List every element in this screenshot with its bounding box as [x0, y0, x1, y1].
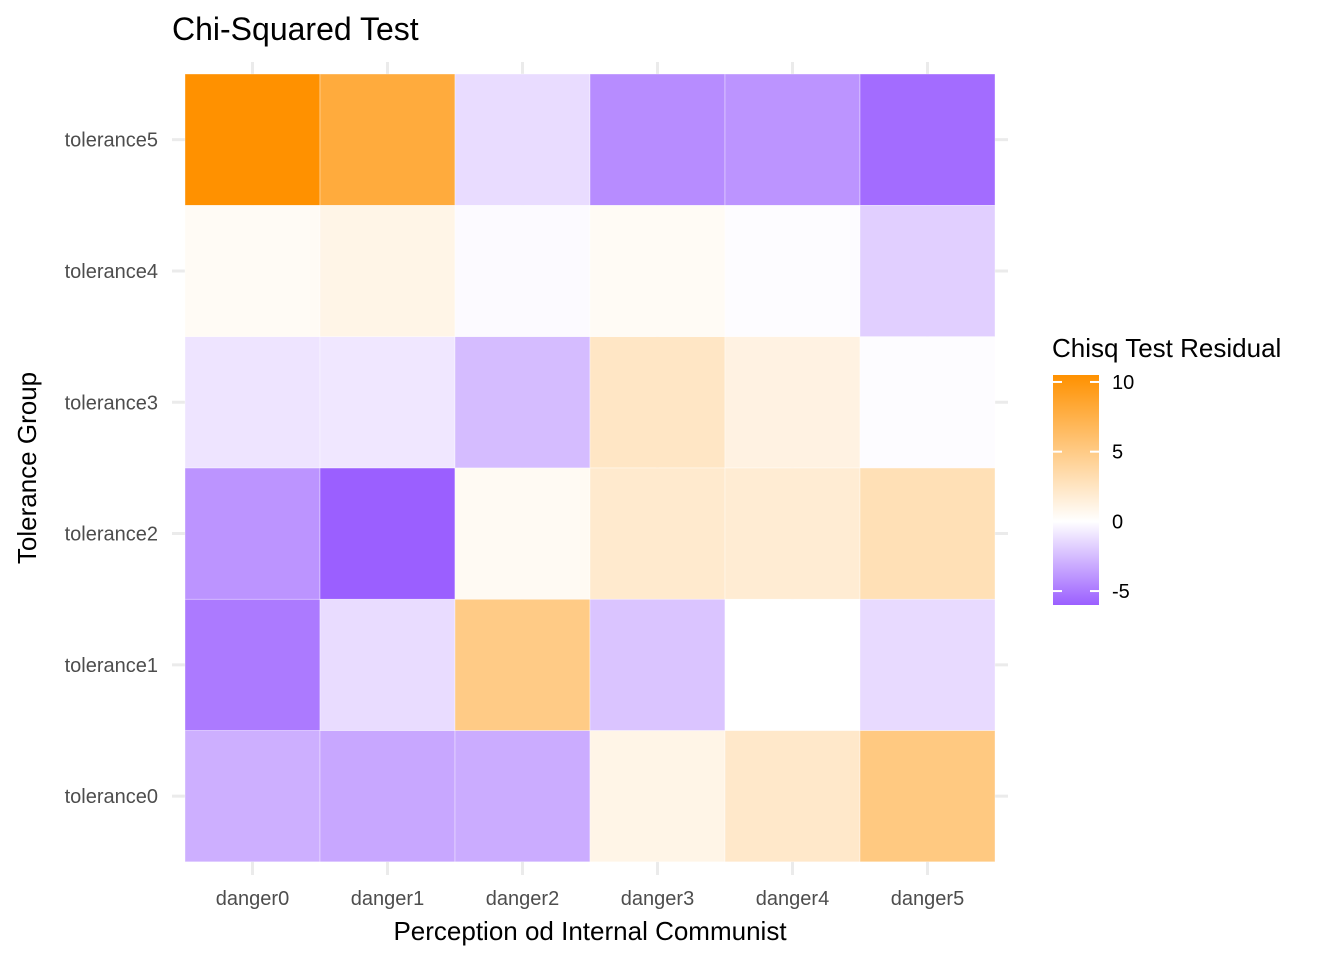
heatmap-cell-tolerance4-danger4 [724, 205, 861, 337]
heatmap-cell-tolerance4-danger1 [319, 205, 456, 337]
heatmap-cell-tolerance0-danger0 [184, 730, 321, 863]
heatmap-cell-tolerance0-danger5 [859, 730, 996, 863]
heatmap-cell-tolerance2-danger2 [454, 467, 591, 600]
y-axis-ticks: tolerance0 tolerance1 tolerance2 tolerance3… [65, 130, 158, 809]
legend: Chisq Test Residual 10 5 0 -5 [1052, 333, 1281, 605]
heatmap-cell-tolerance5-danger1 [319, 73, 456, 206]
heatmap-cell-tolerance2-danger1 [319, 467, 456, 600]
heatmap-tiles [184, 73, 996, 863]
heatmap-cell-tolerance3-danger3 [589, 336, 726, 469]
legend-ticks: 10 5 0 -5 [1053, 372, 1134, 603]
chart-title: Chi-Squared Test [172, 11, 419, 47]
legend-tick-label: -5 [1112, 581, 1130, 603]
x-tick-label: danger0 [216, 888, 289, 910]
x-tick-label: danger4 [756, 888, 829, 910]
heatmap-cell-tolerance0-danger4 [724, 730, 861, 863]
heatmap-cell-tolerance2-danger4 [724, 467, 861, 600]
heatmap-cell-tolerance5-danger4 [724, 73, 861, 206]
legend-tick-label: 10 [1112, 372, 1134, 394]
heatmap-cell-tolerance1-danger4 [724, 598, 861, 731]
legend-tick-label: 0 [1112, 511, 1123, 533]
heatmap-cell-tolerance1-danger0 [184, 598, 321, 731]
x-axis-ticks: danger0 danger1 danger2 danger3 danger4 dange… [216, 888, 964, 910]
heatmap-cell-tolerance1-danger5 [859, 598, 996, 731]
heatmap-cell-tolerance0-danger1 [319, 730, 456, 863]
heatmap-cell-tolerance2-danger3 [589, 467, 726, 600]
heatmap-cell-tolerance1-danger3 [589, 598, 726, 731]
y-tick-label: tolerance5 [65, 130, 158, 152]
x-tick-label: danger3 [621, 888, 694, 910]
y-tick-label: tolerance0 [65, 786, 158, 808]
heatmap-cell-tolerance3-danger2 [454, 336, 591, 469]
legend-colorbar [1053, 375, 1099, 605]
y-tick-label: tolerance1 [65, 655, 158, 677]
legend-tick-label: 5 [1112, 442, 1123, 464]
x-axis-title: Perception od Internal Communist [393, 916, 787, 946]
heatmap-cell-tolerance0-danger3 [589, 730, 726, 863]
heatmap-cell-tolerance2-danger0 [184, 467, 321, 600]
y-axis-title: Tolerance Group [12, 372, 42, 564]
heatmap-cell-tolerance4-danger3 [589, 205, 726, 337]
y-tick-label: tolerance2 [65, 524, 158, 546]
x-tick-label: danger1 [351, 888, 424, 910]
heatmap-cell-tolerance3-danger4 [724, 336, 861, 469]
heatmap-cell-tolerance4-danger2 [454, 205, 591, 337]
heatmap-cell-tolerance5-danger3 [589, 73, 726, 206]
heatmap-cell-tolerance1-danger1 [319, 598, 456, 731]
y-tick-label: tolerance3 [65, 392, 158, 414]
heatmap-cell-tolerance2-danger5 [859, 467, 996, 600]
y-tick-label: tolerance4 [65, 261, 158, 283]
heatmap-cell-tolerance4-danger5 [859, 205, 996, 337]
heatmap-cell-tolerance3-danger1 [319, 336, 456, 469]
legend-title: Chisq Test Residual [1052, 333, 1281, 363]
heatmap-cell-tolerance3-danger5 [859, 336, 996, 469]
heatmap-cell-tolerance5-danger5 [859, 73, 996, 206]
heatmap-cell-tolerance4-danger0 [184, 205, 321, 337]
heatmap-cell-tolerance1-danger2 [454, 598, 591, 731]
heatmap-cell-tolerance5-danger2 [454, 73, 591, 206]
heatmap-cell-tolerance5-danger0 [184, 73, 321, 206]
x-tick-label: danger2 [486, 888, 559, 910]
heatmap-cell-tolerance3-danger0 [184, 336, 321, 469]
heatmap-cell-tolerance0-danger2 [454, 730, 591, 863]
x-tick-label: danger5 [891, 888, 964, 910]
